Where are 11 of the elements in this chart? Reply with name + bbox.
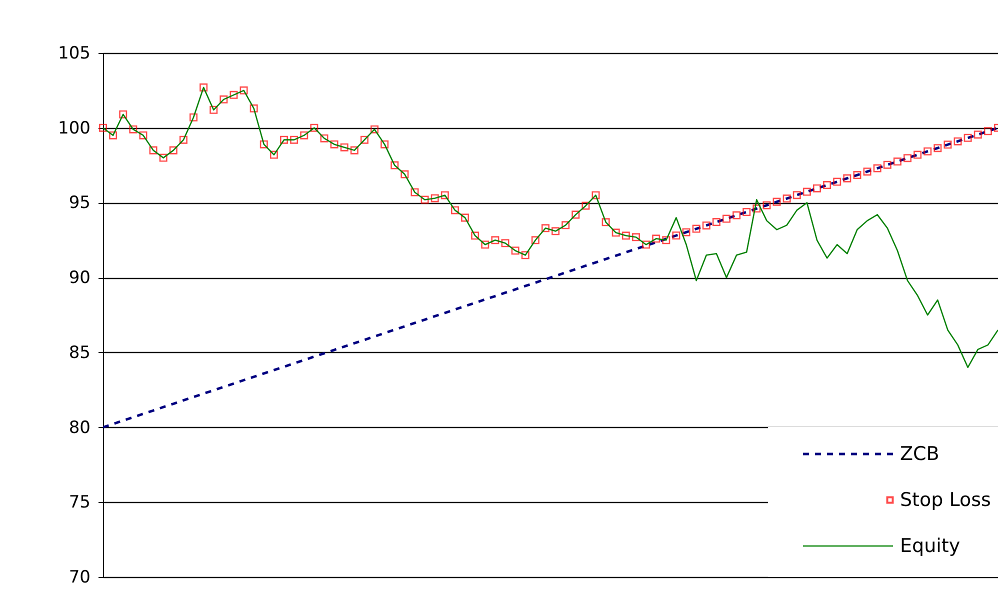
- legend-label: Equity: [900, 535, 960, 557]
- y-tick-label: 90: [68, 268, 90, 288]
- legend-label: Stop Loss: [900, 489, 991, 511]
- y-tick-label: 80: [68, 418, 90, 438]
- y-tick-label: 100: [58, 118, 90, 138]
- legend-label: ZCB: [900, 443, 940, 465]
- y-tick-label: 85: [68, 342, 90, 363]
- y-tick-label: 75: [68, 492, 90, 513]
- y-tick-label: 70: [68, 568, 90, 588]
- y-tick-label: 95: [68, 193, 90, 214]
- y-tick-label: 105: [58, 44, 90, 64]
